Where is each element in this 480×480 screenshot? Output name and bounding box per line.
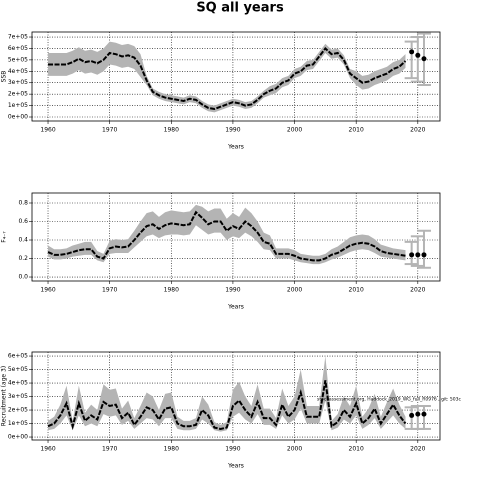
projection-point bbox=[409, 252, 415, 258]
x-tick-label: 1980 bbox=[164, 287, 179, 294]
y-tick-label: 0.0 bbox=[18, 274, 28, 281]
y-tick-label: 5e+05 bbox=[8, 366, 28, 373]
projection-point bbox=[409, 412, 415, 418]
x-tick-label: 1980 bbox=[164, 127, 179, 134]
x-tick-label: 2020 bbox=[410, 446, 425, 453]
plot-frame bbox=[31, 351, 441, 441]
y-tick-label: 1e+05 bbox=[8, 102, 28, 109]
projection-point bbox=[415, 411, 421, 417]
y-tick-label: 0.8 bbox=[18, 199, 28, 206]
y-tick-label: 5e+05 bbox=[8, 56, 28, 63]
y-tick-label: 1e+05 bbox=[8, 420, 28, 427]
x-tick-label: 2020 bbox=[410, 127, 425, 134]
x-tick-label: 1970 bbox=[102, 446, 117, 453]
y-tick-label: 7e+05 bbox=[8, 34, 28, 41]
x-tick-label: 1960 bbox=[40, 287, 55, 294]
y-tick-label: 3e+05 bbox=[8, 79, 28, 86]
x-tick-label: 2000 bbox=[287, 127, 302, 134]
y-tick-label: 0.4 bbox=[18, 237, 28, 244]
y-tick-label: 0e+00 bbox=[8, 114, 28, 121]
projection-point bbox=[409, 49, 415, 55]
projection-point bbox=[421, 411, 427, 417]
y-tick-label: 3e+05 bbox=[8, 393, 28, 400]
x-tick-label: 2000 bbox=[287, 287, 302, 294]
y-tick-label: 6e+05 bbox=[8, 353, 28, 360]
plot-frame bbox=[31, 192, 441, 282]
x-tick-label: 2010 bbox=[349, 446, 364, 453]
x-tick-label: 2020 bbox=[410, 287, 425, 294]
x-tick-label: 2010 bbox=[349, 287, 364, 294]
projection-point bbox=[421, 252, 427, 258]
projection-point bbox=[415, 52, 421, 58]
chart-title: SQ all years bbox=[196, 1, 284, 16]
estimate-line bbox=[47, 210, 406, 262]
confidence-band bbox=[48, 204, 406, 265]
x-axis-label: Years bbox=[227, 304, 244, 311]
projection-point bbox=[421, 56, 427, 62]
y-tick-label: 0e+00 bbox=[8, 434, 28, 441]
plot-frame bbox=[31, 31, 441, 122]
y-tick-label: 0.2 bbox=[18, 255, 28, 262]
y-axis-label: F₄₋₇ bbox=[1, 231, 8, 243]
x-tick-label: 1970 bbox=[102, 127, 117, 134]
x-tick-label: 2010 bbox=[349, 127, 364, 134]
x-tick-label: 2000 bbox=[287, 446, 302, 453]
annotation: stockassessment.org, Haddock_2019_WG_ful… bbox=[317, 397, 461, 403]
y-tick-label: 2e+05 bbox=[8, 407, 28, 414]
x-tick-label: 1960 bbox=[40, 446, 55, 453]
y-tick-label: 6e+05 bbox=[8, 45, 28, 52]
x-tick-label: 1990 bbox=[225, 287, 240, 294]
y-axis-label: Recruitment (age 3) bbox=[1, 366, 8, 426]
y-axis-label: SSB bbox=[1, 71, 8, 83]
x-tick-label: 1990 bbox=[225, 127, 240, 134]
y-tick-label: 4e+05 bbox=[8, 380, 28, 387]
x-axis-label: Years bbox=[227, 463, 244, 470]
x-axis-label: Years bbox=[227, 144, 244, 151]
x-tick-label: 1990 bbox=[225, 446, 240, 453]
y-tick-label: 2e+05 bbox=[8, 91, 28, 98]
confidence-band bbox=[48, 356, 406, 432]
x-tick-label: 1960 bbox=[40, 127, 55, 134]
projection-point bbox=[415, 252, 421, 258]
x-tick-label: 1980 bbox=[164, 446, 179, 453]
estimate-line bbox=[47, 380, 407, 431]
x-tick-label: 1970 bbox=[102, 287, 117, 294]
y-tick-label: 0.6 bbox=[18, 218, 28, 225]
estimate-line bbox=[48, 46, 407, 111]
y-tick-label: 4e+05 bbox=[8, 68, 28, 75]
